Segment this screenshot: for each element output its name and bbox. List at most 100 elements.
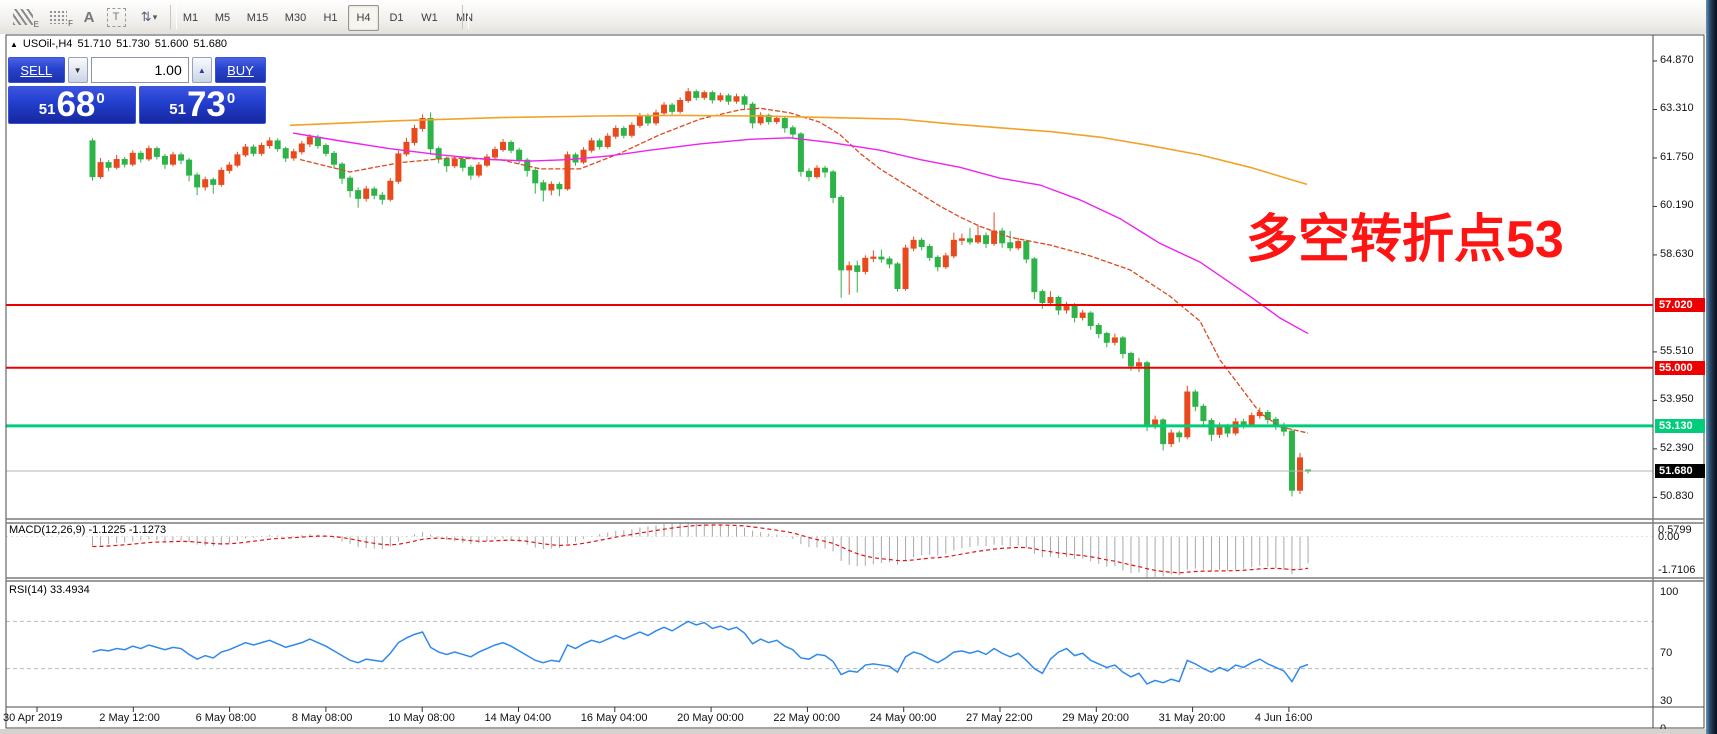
- candle: [161, 155, 168, 165]
- buy-button[interactable]: BUY: [214, 57, 267, 83]
- sell-button[interactable]: SELL: [8, 57, 65, 83]
- tab-timeframe-D1[interactable]: D1: [389, 12, 404, 24]
- toolbar-separator: [462, 5, 469, 29]
- time-axis-label: 30 Apr 2019: [3, 712, 63, 724]
- candle: [1184, 391, 1191, 438]
- candle: [145, 148, 152, 160]
- candle: [975, 235, 981, 243]
- tab-timeframe-H1[interactable]: H1: [323, 12, 338, 24]
- candle: [1176, 432, 1183, 438]
- buy-price-sup: 0: [226, 90, 236, 107]
- candle: [805, 170, 812, 178]
- indicator-grid-icon[interactable]: F: [44, 6, 73, 28]
- candle: [741, 96, 748, 105]
- tab-timeframe-W1[interactable]: W1: [421, 12, 438, 24]
- candle: [1200, 405, 1207, 422]
- time-axis-label: 31 May 20:00: [1158, 712, 1226, 724]
- candle: [89, 140, 96, 178]
- candle: [1111, 337, 1118, 343]
- candle: [910, 239, 917, 249]
- candle: [1095, 324, 1102, 335]
- candle: [612, 127, 619, 137]
- candle: [604, 135, 611, 147]
- candle: [427, 117, 434, 150]
- candle: [1136, 362, 1142, 367]
- tab-timeframe-M30[interactable]: M30: [284, 12, 307, 24]
- candle: [282, 148, 289, 159]
- candle: [1055, 297, 1062, 311]
- tab-timeframe-H4[interactable]: H4: [348, 5, 379, 31]
- candle: [854, 265, 861, 272]
- time-axis-label: 2 May 12:00: [99, 712, 160, 724]
- candle: [1071, 304, 1078, 318]
- macd-scale-label: 0.5799: [1658, 524, 1692, 536]
- candle: [218, 169, 225, 185]
- candle: [1248, 415, 1255, 425]
- candle: [363, 188, 370, 199]
- candle: [653, 112, 659, 124]
- text-box-icon[interactable]: T: [104, 6, 128, 28]
- candle: [1144, 362, 1151, 426]
- candle: [355, 190, 362, 199]
- chevron-down-icon: ▾: [152, 11, 158, 22]
- candle: [1232, 421, 1239, 434]
- candle: [556, 183, 563, 190]
- candle: [1240, 421, 1247, 425]
- candle: [781, 117, 788, 129]
- candle: [1152, 419, 1159, 426]
- candle: [636, 115, 643, 126]
- candle: [564, 154, 571, 190]
- candle: [838, 196, 845, 271]
- triangle-up-icon: ▲: [197, 65, 206, 75]
- tab-timeframe-M15[interactable]: M15: [246, 12, 269, 24]
- candle: [331, 152, 337, 165]
- candle: [773, 117, 780, 123]
- candle: [467, 166, 474, 176]
- candle: [234, 154, 241, 166]
- candle: [1015, 241, 1022, 249]
- candle: [902, 247, 909, 290]
- candle: [580, 149, 587, 163]
- candle: [862, 257, 869, 272]
- rsi-scale-label: 70: [1660, 647, 1673, 659]
- macd-scale-label: -1.7106: [1658, 564, 1696, 576]
- text-label-icon[interactable]: A: [83, 8, 95, 26]
- chart-canvas[interactable]: [0, 34, 1706, 730]
- volume-input[interactable]: [90, 57, 189, 83]
- candle: [443, 158, 450, 167]
- rsi-scale-label: 0: [1660, 723, 1666, 734]
- tab-timeframe-M5[interactable]: M5: [214, 12, 231, 24]
- volume-increase-button[interactable]: ▲: [191, 57, 212, 83]
- candle: [483, 156, 490, 166]
- macd-indicator-label: MACD(12,26,9) -1.1225 -1.1273: [9, 524, 167, 536]
- candle: [226, 164, 233, 171]
- time-axis-label: 14 May 04:00: [484, 712, 552, 724]
- candle: [1127, 352, 1134, 367]
- candle: [709, 92, 716, 101]
- candle: [1023, 241, 1030, 260]
- time-axis-label: 4 Jun 16:00: [1254, 712, 1313, 724]
- buy-price-button[interactable]: 51 73 0: [138, 85, 266, 124]
- toolbar: E F A T ⇅ ▾ M1 M5 M15 M30 H1 H4 D1 W1 MN: [0, 0, 1706, 35]
- candle: [129, 152, 136, 165]
- candle: [588, 140, 595, 151]
- ohlc-low: 51.600: [154, 38, 189, 50]
- symbols-cycle-icon[interactable]: ⇅ ▾: [140, 9, 158, 24]
- price-scale-label: 60.190: [1660, 199, 1694, 212]
- line-studies-icon[interactable]: E: [8, 6, 39, 29]
- candle: [516, 149, 523, 161]
- candle: [395, 153, 402, 182]
- candle: [113, 159, 120, 168]
- sell-price-small: 51: [38, 101, 56, 118]
- tab-timeframe-M1[interactable]: M1: [182, 12, 199, 24]
- volume-decrease-button[interactable]: ▼: [67, 57, 88, 83]
- candle: [669, 104, 676, 112]
- candle: [966, 238, 973, 243]
- candle: [934, 256, 941, 268]
- candle: [926, 246, 933, 258]
- buy-price-big: 73: [186, 85, 226, 124]
- candle: [121, 159, 128, 165]
- sell-price-button[interactable]: 51 68 0: [8, 86, 136, 124]
- candle: [186, 159, 193, 176]
